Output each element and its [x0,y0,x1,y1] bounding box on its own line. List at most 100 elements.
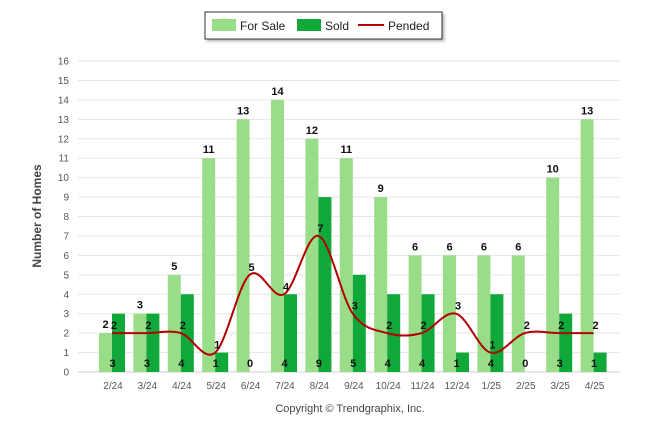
sold-data-label: 1 [453,358,459,370]
for-sale-bar [511,255,525,372]
for-sale-bar [580,119,594,372]
for-sale-data-label: 2 [102,319,108,331]
for-sale-data-label: 6 [412,241,418,253]
pended-data-label: 1 [489,340,495,352]
for-sale-bar [477,255,491,372]
sold-data-label: 4 [178,358,185,370]
copyright-credit: Copyright © Trendgraphix, Inc. [275,403,424,415]
y-tick-label: 13 [58,115,70,126]
pended-data-label: 5 [249,262,255,274]
sold-bar [456,352,469,372]
sold-data-label: 1 [213,358,219,370]
for-sale-bar [408,255,422,372]
pended-data-label: 3 [352,301,358,313]
for-sale-data-label: 12 [306,125,318,137]
for-sale-bar [236,119,250,372]
sold-data-label: 3 [109,358,115,370]
sold-bar [112,313,125,372]
chart-legend: For Sale Sold Pended [204,11,443,40]
sold-bar [180,294,194,372]
pended-data-label: 2 [524,320,530,332]
legend-box [204,11,443,40]
y-tick-label: 1 [63,348,69,359]
y-tick-label: 10 [58,173,70,184]
legend-label-for-sale: For Sale [240,19,286,33]
pended-data-label: 7 [317,223,323,235]
pended-line-series [112,234,594,356]
for-sale-data-label: 14 [271,86,284,98]
for-sale-bar [202,158,216,372]
for-sale-bar [167,274,181,372]
y-tick-label: 15 [58,76,70,87]
sold-data-label: 4 [419,358,426,370]
x-tick-label: 9/24 [344,381,364,392]
for-sale-data-label: 9 [378,183,384,195]
sold-data-label: 4 [488,358,495,370]
sold-data-label: 4 [385,358,392,370]
y-tick-label: 8 [63,212,69,223]
x-tick-label: 10/24 [376,381,401,392]
y-tick-label: 5 [63,270,69,281]
x-tick-label: 4/25 [585,381,605,392]
sold-data-label: 9 [316,358,322,370]
for-sale-bar [271,99,284,372]
for-sale-data-label: 5 [171,261,177,273]
y-tick-label: 4 [63,290,69,301]
x-tick-label: 6/24 [241,381,261,392]
sold-bar [284,294,297,372]
for-sale-data-label: 11 [340,144,352,156]
data-labels: 2323325421111130514441297115394264261364… [102,86,598,370]
sold-data-label: 0 [522,358,528,370]
y-tick-label: 14 [58,95,70,106]
sold-bar [421,294,435,372]
pended-data-label: 4 [283,281,290,293]
sold-data-label: 3 [557,358,563,370]
for-sale-data-label: 6 [481,241,487,253]
x-axis-ticks: 2/24 3/24 4/24 5/24 6/24 7/24 8/24 9/24 10/24 11/… [103,381,605,392]
pended-data-label: 2 [558,320,564,332]
for-sale-data-label: 6 [446,241,452,253]
x-tick-label: 2/25 [516,381,536,392]
x-tick-label: 5/24 [206,381,226,392]
y-tick-label: 0 [63,368,69,379]
legend-label-pended: Pended [388,19,429,33]
x-tick-label: 8/24 [310,381,330,392]
x-tick-label: 11/24 [410,381,435,392]
sold-data-label: 1 [591,358,597,370]
sold-bar [593,352,607,372]
sold-bar [352,274,366,372]
for-sale-data-label: 10 [547,164,559,176]
sold-bar [559,313,573,372]
for-sale-data-label: 6 [515,241,521,253]
sold-data-label: 5 [350,358,356,370]
legend-swatch-for-sale [212,19,236,31]
for-sale-bar [339,158,353,372]
pended-data-label: 2 [421,320,427,332]
y-tick-label: 2 [63,329,69,340]
pended-line [112,234,594,356]
sold-bar [318,197,332,372]
for-sale-data-label: 13 [581,105,593,117]
x-tick-label: 2/24 [103,381,123,392]
sold-data-label: 4 [281,358,288,370]
for-sale-bar [99,333,112,372]
for-sale-data-label: 13 [237,105,249,117]
sold-data-label: 0 [247,358,253,370]
for-sale-bar [546,177,560,372]
pended-data-label: 1 [214,340,220,352]
for-sale-data-label: 3 [137,300,143,312]
for-sale-data-label: 11 [203,144,215,156]
pended-data-label: 3 [455,301,461,313]
sold-bar [215,352,229,372]
x-tick-label: 3/24 [138,381,158,392]
y-tick-label: 12 [58,134,70,145]
legend-label-sold: Sold [325,19,349,33]
pended-data-label: 2 [593,320,599,332]
y-tick-label: 16 [58,57,70,68]
pended-data-label: 2 [111,320,117,332]
pended-data-label: 2 [180,320,186,332]
x-tick-label: 4/24 [172,381,192,392]
